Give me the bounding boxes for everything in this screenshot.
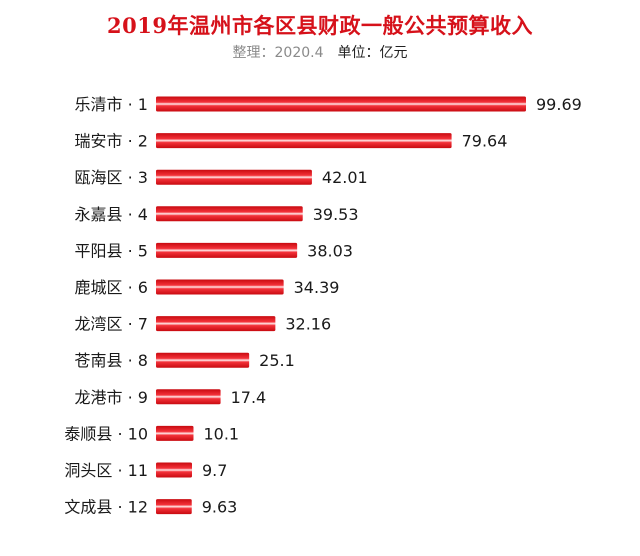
value-label: 9.63 — [202, 498, 238, 517]
category-label: 平阳县 · 5 — [75, 241, 148, 260]
category-label: 瑞安市 · 2 — [75, 132, 148, 151]
category-label: 乐清市 · 1 — [75, 95, 148, 114]
subtitle-unit: 单位：亿元 — [337, 45, 408, 61]
category-label: 苍南县 · 8 — [75, 351, 148, 370]
value-label: 99.69 — [536, 95, 582, 114]
bar — [156, 352, 250, 368]
bar — [156, 279, 284, 295]
bar — [156, 169, 312, 185]
value-label: 32.16 — [285, 315, 331, 334]
value-label: 17.4 — [231, 388, 267, 407]
value-label: 25.1 — [259, 351, 295, 370]
value-label: 42.01 — [322, 168, 368, 187]
category-label: 洞头区 · 11 — [64, 461, 148, 480]
value-label: 38.03 — [307, 241, 353, 260]
chart-subtitle: 整理：2020.4 单位：亿元 — [0, 42, 640, 62]
bar — [156, 316, 276, 332]
category-label: 泰顺县 · 10 — [64, 424, 148, 443]
bar — [156, 425, 194, 441]
category-label: 鹿城区 · 6 — [75, 278, 148, 297]
bar-series: 乐清市 · 1 99.69 瑞安市 · 2 79.64 瓯海区 · 3 42.01 永嘉县 … — [64, 95, 581, 517]
bar — [156, 242, 298, 258]
category-label: 文成县 · 12 — [64, 498, 148, 517]
bar — [156, 499, 192, 515]
value-label: 39.53 — [313, 205, 359, 224]
category-label: 瓯海区 · 3 — [75, 168, 148, 187]
value-label: 10.1 — [203, 424, 239, 443]
value-label: 9.7 — [202, 461, 227, 480]
category-label: 永嘉县 · 4 — [75, 205, 148, 224]
bar — [156, 206, 303, 222]
bar — [156, 96, 526, 112]
bar — [156, 133, 452, 149]
chart-title: 2019年温州市各区县财政一般公共预算收入 — [107, 13, 533, 38]
bar-plot: 乐清市 · 1 99.69 瑞安市 · 2 79.64 瓯海区 · 3 42.01 永嘉县 … — [64, 95, 581, 517]
category-label: 龙港市 · 9 — [75, 388, 148, 407]
category-label: 龙湾区 · 7 — [75, 315, 148, 334]
bar — [156, 389, 221, 405]
value-label: 79.64 — [462, 132, 508, 151]
bar — [156, 462, 192, 478]
subtitle-date: 整理：2020.4 — [232, 45, 324, 61]
value-label: 34.39 — [294, 278, 340, 297]
